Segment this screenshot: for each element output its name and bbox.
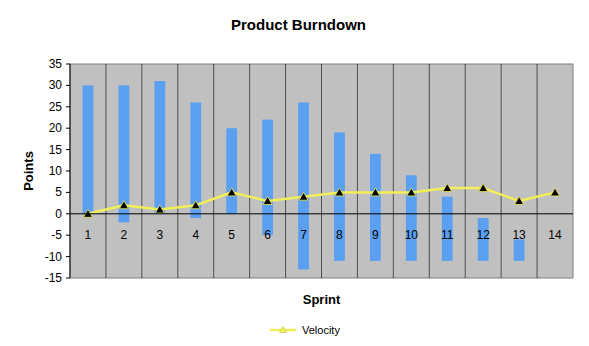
- x-axis: [70, 213, 573, 214]
- grid-line: [249, 64, 250, 278]
- x-tick-label: 5: [228, 228, 235, 242]
- y-tick: [66, 192, 70, 193]
- y-tick: [66, 256, 70, 257]
- y-tick-label: 30: [49, 78, 63, 92]
- marker: [155, 205, 164, 213]
- y-tick-label: 5: [55, 185, 62, 199]
- x-axis-label: Sprint: [303, 292, 341, 307]
- y-tick: [66, 106, 70, 107]
- bar: [298, 103, 309, 270]
- y-tick-label: 15: [49, 143, 63, 157]
- bar: [119, 85, 130, 222]
- marker: [299, 192, 308, 200]
- marker: [443, 184, 452, 192]
- y-tick-label: 25: [49, 100, 63, 114]
- x-tick-label: 1: [85, 228, 92, 242]
- x-tick-label: 2: [121, 228, 128, 242]
- legend-label: Velocity: [302, 324, 340, 336]
- x-tick-label: 14: [548, 228, 562, 242]
- marker: [119, 201, 128, 209]
- grid-line: [141, 64, 142, 278]
- y-tick: [66, 171, 70, 172]
- bar: [226, 128, 237, 214]
- y-tick-label: 35: [49, 57, 63, 71]
- bar: [334, 132, 345, 260]
- y-tick-label: -10: [45, 250, 63, 264]
- marker: [227, 188, 236, 196]
- y-tick-label: 10: [49, 164, 63, 178]
- bar: [406, 175, 417, 261]
- bar: [83, 85, 94, 213]
- chart: Product Burndown-15-10-50510152025303512…: [0, 0, 589, 346]
- grid-line: [321, 64, 322, 278]
- x-tick-label: 6: [264, 228, 271, 242]
- grid-line: [393, 64, 394, 278]
- grid-line: [285, 64, 286, 278]
- x-tick-label: 11: [441, 228, 454, 242]
- grid-line: [213, 64, 214, 278]
- bar: [370, 154, 381, 261]
- y-tick: [66, 235, 70, 236]
- y-tick: [66, 213, 70, 214]
- grid-line: [105, 64, 106, 278]
- marker: [515, 196, 524, 204]
- bar: [190, 103, 201, 219]
- y-tick: [66, 149, 70, 150]
- marker: [407, 188, 416, 196]
- x-tick-label: 12: [476, 228, 490, 242]
- grid-line: [465, 64, 466, 278]
- grid-line: [429, 64, 430, 278]
- title: Product Burndown: [231, 16, 366, 33]
- bar: [262, 120, 273, 236]
- x-tick-label: 4: [192, 228, 199, 242]
- x-tick-label: 13: [512, 228, 526, 242]
- x-tick-label: 8: [336, 228, 343, 242]
- marks: [83, 81, 560, 269]
- marker: [263, 196, 272, 204]
- bar: [514, 239, 525, 260]
- plot-area: [70, 64, 573, 278]
- grid-line: [177, 64, 178, 278]
- y-tick-label: 20: [49, 121, 63, 135]
- marker: [371, 188, 380, 196]
- marker: [551, 188, 560, 196]
- grid-line: [537, 64, 538, 278]
- y-tick-label: 0: [55, 207, 62, 221]
- y-tick-label: -15: [45, 271, 63, 285]
- x-tick-label: 3: [156, 228, 163, 242]
- marker: [191, 201, 200, 209]
- x-tick-label: 7: [300, 228, 307, 242]
- y-tick: [66, 278, 70, 279]
- x-tick-label: 10: [405, 228, 419, 242]
- y-tick: [66, 64, 70, 65]
- grid-line: [357, 64, 358, 278]
- y-axis: [70, 64, 71, 278]
- grid-line: [501, 64, 502, 278]
- x-tick-label: 9: [372, 228, 379, 242]
- marker: [335, 188, 344, 196]
- marker: [479, 184, 488, 192]
- y-tick: [66, 128, 70, 129]
- y-tick-label: -5: [51, 228, 62, 242]
- legend-marker: [280, 327, 287, 333]
- bar: [154, 81, 165, 214]
- y-tick: [66, 85, 70, 86]
- y-axis-label: Points: [21, 151, 36, 191]
